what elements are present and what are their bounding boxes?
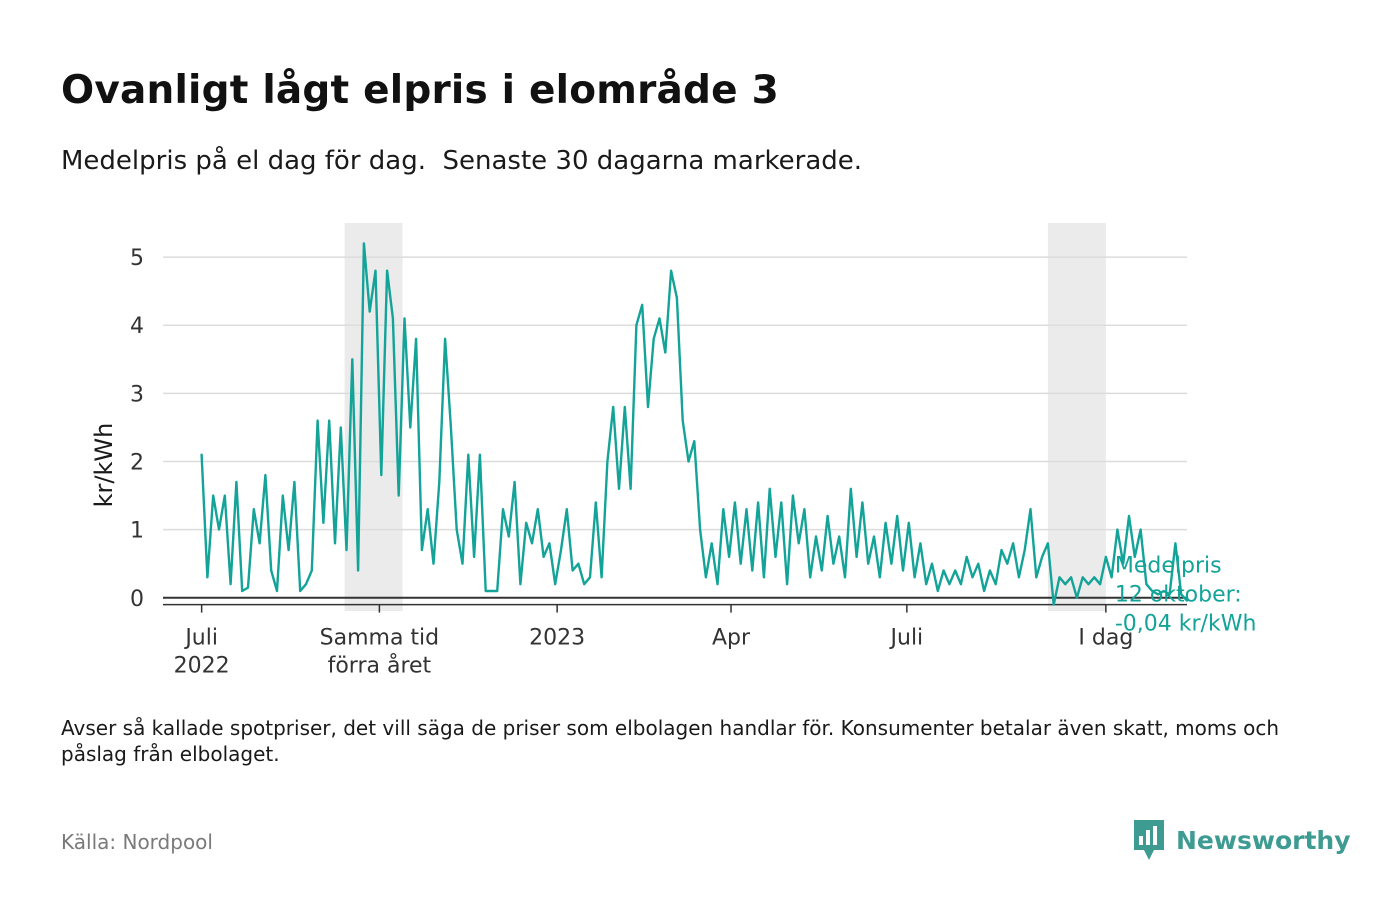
y-tick-label-1: 1 [130,519,144,544]
price-line-chart: 0 1 2 3 4 5 Juli 2022 Samma tid förra året 2023 Ap… [90,223,1257,679]
annotation-text: Medelpris 12 oktober: -0,04 kr/kWh [1115,554,1257,637]
y-tick-label-2: 2 [130,450,144,475]
latest-price-annotation: Medelpris 12 oktober: -0,04 kr/kWh [1115,554,1257,637]
highlight-band-1 [1047,223,1106,611]
footnote: Avser så kallade spotpriser, det vill sä… [61,716,1280,766]
chart-title: Ovanligt lågt elpris i elområde 3 [61,68,779,113]
x-tick-label-0: Juli 2022 [174,626,230,679]
x-tick-label-4: Juli [889,626,924,651]
x-tick-label-2: 2023 [529,626,585,651]
x-tick-label-3: Apr [712,626,751,651]
brand-logo: Newsworthy [1132,818,1351,862]
y-tick-label-4: 4 [130,314,144,339]
y-tick-label-0: 0 [130,587,144,612]
y-axis-title: kr/kWh [90,423,118,508]
y-tick-label-3: 3 [130,382,144,407]
highlight-bands [344,223,1106,611]
y-tick-labels: 0 1 2 3 4 5 [130,246,144,612]
newsworthy-logo-icon [1134,820,1164,860]
x-tick-label-5: I dag [1078,626,1133,651]
x-tick-label-1: Samma tid förra året [320,626,440,679]
price-series-line [200,242,1189,606]
y-tick-label-5: 5 [130,246,144,271]
x-axis: Juli 2022 Samma tid förra året 2023 Apr Juli I … [163,603,1187,679]
chart-subtitle: Medelpris på el dag för dag. Senaste 30 … [61,146,863,176]
source-label: Källa: Nordpool [61,830,213,854]
brand-name: Newsworthy [1176,825,1351,855]
